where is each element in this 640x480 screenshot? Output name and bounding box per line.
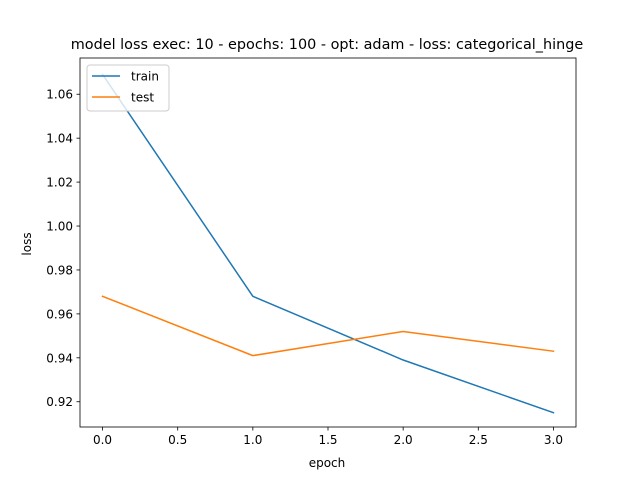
- y-tick-label: 1.02: [46, 176, 73, 190]
- y-axis-label: loss: [20, 232, 34, 255]
- x-tick-label: 3.0: [544, 433, 563, 447]
- x-axis-label: epoch: [309, 456, 346, 470]
- y-tick-label: 1.06: [46, 88, 73, 102]
- plot-background: [80, 58, 576, 427]
- legend: train test: [86, 64, 170, 112]
- legend-label-train: train: [131, 70, 159, 84]
- y-tick-label: 0.96: [46, 307, 73, 321]
- x-tick-label: 0.5: [168, 433, 187, 447]
- y-tick-label: 0.94: [46, 351, 73, 365]
- y-tick-label: 0.98: [46, 263, 73, 277]
- x-axis-ticks: 0.0 0.5 1.0 1.5 2.0 2.5 3.0: [93, 427, 563, 447]
- x-tick-label: 1.5: [318, 433, 337, 447]
- legend-label-test: test: [131, 91, 154, 105]
- x-tick-label: 2.0: [394, 433, 413, 447]
- series-line-test: [101, 295, 555, 357]
- y-axis-ticks: 0.92 0.94 0.96 0.98 1.00 1.02 1.04 1.06: [46, 88, 80, 409]
- x-tick-label: 0.0: [93, 433, 112, 447]
- y-tick-label: 0.92: [46, 395, 73, 409]
- series-line-train: [101, 73, 555, 414]
- x-tick-label: 2.5: [469, 433, 488, 447]
- plot-area: [79, 57, 577, 428]
- series-layer: [101, 73, 555, 414]
- y-tick-label: 1.04: [46, 132, 73, 146]
- x-tick-label: 1.0: [243, 433, 262, 447]
- chart-title: model loss exec: 10 - epochs: 100 - opt:…: [71, 37, 584, 53]
- y-tick-label: 1.00: [46, 220, 73, 234]
